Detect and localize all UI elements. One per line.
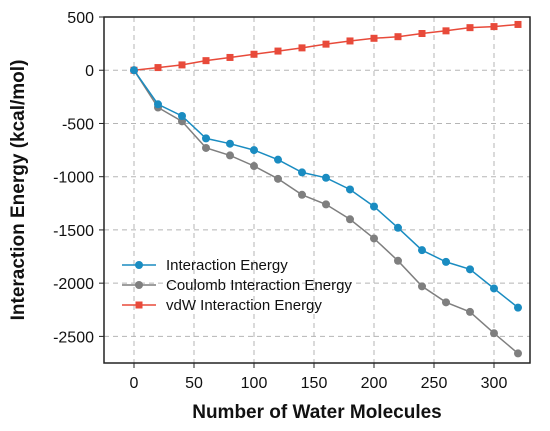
- y-axis-title: Interaction Energy (kcal/mol): [8, 60, 29, 321]
- data-point: [250, 162, 258, 171]
- legend-swatch-marker: [135, 301, 143, 309]
- x-tick-label: 250: [421, 375, 448, 392]
- plot-frame: [103, 16, 531, 364]
- series-vdw-interaction-energy: [130, 20, 522, 74]
- data-point: [322, 200, 330, 209]
- data-point: [274, 155, 282, 164]
- data-point: [466, 265, 474, 274]
- data-point: [226, 139, 234, 148]
- legend-label: Interaction Energy: [166, 257, 288, 274]
- legend-swatch-marker: [135, 261, 143, 269]
- data-point: [178, 112, 186, 121]
- legend-item-vdw-interaction-energy: vdW Interaction Energy: [122, 297, 322, 314]
- legend-swatch-marker: [135, 281, 143, 289]
- data-point: [202, 57, 210, 65]
- data-point: [346, 215, 354, 224]
- legend-label: vdW Interaction Energy: [166, 297, 322, 314]
- x-tick-label: 150: [301, 375, 328, 392]
- data-point: [346, 185, 354, 194]
- data-point: [418, 30, 426, 38]
- data-point: [202, 143, 210, 152]
- data-point: [442, 257, 450, 266]
- data-point: [394, 33, 402, 41]
- x-tick-label: 200: [361, 375, 388, 392]
- y-tick-label: 500: [67, 10, 94, 27]
- data-point: [466, 307, 474, 316]
- y-tick-label: -2000: [53, 276, 94, 293]
- legend: Interaction Energy Coulomb Interaction En…: [122, 257, 352, 314]
- data-point: [370, 34, 378, 42]
- data-point: [298, 44, 306, 52]
- data-point: [442, 298, 450, 307]
- data-point: [178, 61, 186, 69]
- legend-item-coulomb-interaction-energy: Coulomb Interaction Energy: [122, 277, 352, 294]
- x-axis-title: Number of Water Molecules: [192, 402, 442, 423]
- legend-item-interaction-energy: Interaction Energy: [122, 257, 288, 274]
- data-point: [370, 234, 378, 243]
- data-point: [514, 20, 522, 28]
- tick-labels: 0 50 100 150 200 250 300 500 0 -500 -1000 -1500 -200…: [53, 10, 507, 392]
- data-point: [322, 40, 330, 48]
- data-point: [370, 202, 378, 211]
- data-point: [226, 151, 234, 160]
- data-point: [394, 223, 402, 232]
- data-point: [394, 256, 402, 265]
- data-point: [442, 27, 450, 35]
- data-point: [154, 64, 162, 72]
- data-point: [250, 50, 258, 58]
- data-point: [490, 329, 498, 338]
- data-point: [154, 100, 162, 109]
- x-tick-label: 100: [241, 375, 268, 392]
- data-point: [418, 282, 426, 291]
- data-point: [514, 349, 522, 358]
- y-tick-label: 0: [85, 63, 94, 80]
- x-tick-label: 50: [185, 375, 203, 392]
- data-point: [202, 134, 210, 143]
- data-point: [226, 53, 234, 61]
- data-point: [490, 23, 498, 31]
- data-point: [130, 66, 138, 75]
- x-tick-label: 0: [130, 375, 139, 392]
- x-tick-label: 300: [481, 375, 508, 392]
- data-point: [274, 174, 282, 183]
- y-tick-label: -500: [62, 116, 94, 133]
- y-tick-label: -1000: [53, 170, 94, 187]
- data-point: [418, 246, 426, 255]
- y-tick-label: -1500: [53, 223, 94, 240]
- data-point: [274, 47, 282, 55]
- y-tick-label: -2500: [53, 329, 94, 346]
- data-point: [322, 173, 330, 182]
- data-point: [490, 284, 498, 293]
- grid-lines: [104, 16, 530, 363]
- data-point: [514, 303, 522, 312]
- data-point: [250, 146, 258, 155]
- data-point: [298, 190, 306, 199]
- data-point: [346, 37, 354, 45]
- data-point: [466, 24, 474, 32]
- data-point: [298, 168, 306, 177]
- legend-label: Coulomb Interaction Energy: [166, 277, 352, 294]
- series-layer: [130, 20, 522, 358]
- series-interaction-energy: [130, 66, 522, 312]
